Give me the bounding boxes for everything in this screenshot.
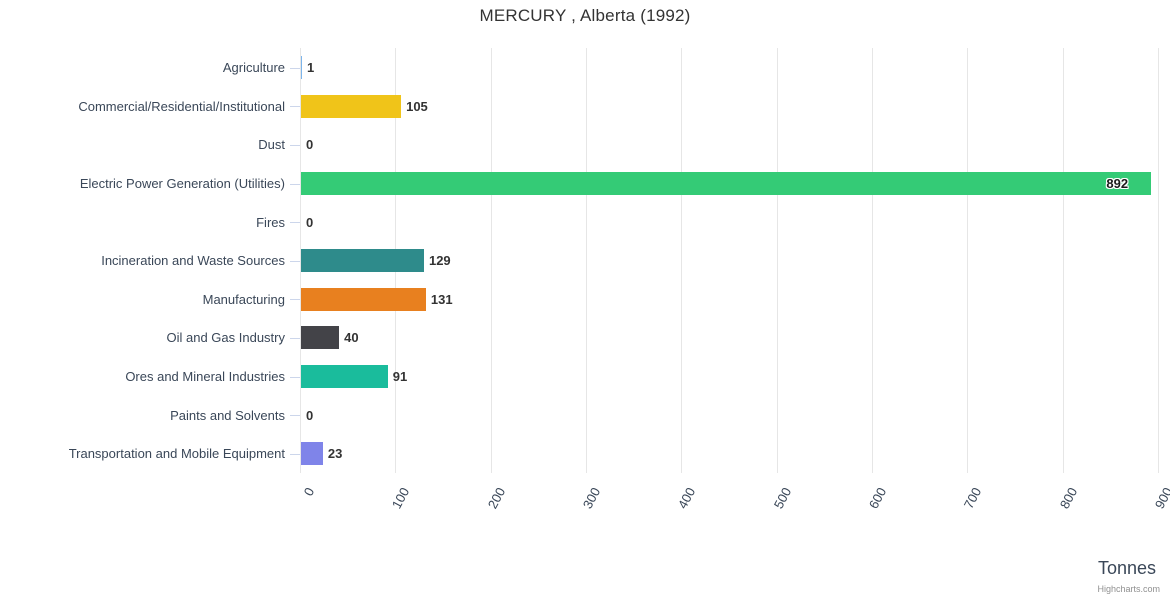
category-label: Manufacturing	[202, 291, 285, 307]
y-axis-tick	[290, 67, 300, 69]
chart-row: Transportation and Mobile Equipment 23	[0, 434, 1170, 473]
gridline	[872, 48, 873, 473]
chart-row: Agriculture 1	[0, 48, 1170, 87]
y-axis-tick	[290, 299, 300, 301]
bar[interactable]	[301, 56, 302, 79]
bar-value-label: 0	[306, 214, 314, 230]
category-label: Commercial/Residential/Institutional	[78, 98, 285, 114]
category-label: Oil and Gas Industry	[166, 330, 286, 346]
gridline	[967, 48, 969, 473]
category-label: Ores and Mineral Industries	[125, 369, 285, 385]
chart-row: Commercial/Residential/Institutional 105	[0, 87, 1170, 126]
bar[interactable]	[301, 94, 402, 118]
x-axis-tick-label: 400	[675, 485, 699, 512]
gridline	[300, 48, 301, 473]
gridline	[776, 48, 778, 473]
bar[interactable]	[301, 442, 323, 466]
highcharts-credits[interactable]: Highcharts.com	[1097, 584, 1160, 594]
bar[interactable]	[301, 326, 340, 350]
y-axis-tick	[290, 222, 300, 224]
x-axis-tick-label: 200	[484, 485, 508, 512]
bar-value-label: 105	[406, 98, 428, 114]
y-axis-tick	[290, 106, 300, 108]
gridline	[1158, 48, 1159, 473]
category-label: Paints and Solvents	[170, 407, 285, 423]
x-axis-tick-label: 300	[579, 485, 604, 512]
bar-value-label: 131	[430, 291, 453, 307]
y-axis-tick	[290, 338, 300, 340]
x-axis-tick-label: 900	[1151, 485, 1170, 512]
chart-title: MERCURY , Alberta (1992)	[479, 6, 691, 25]
chart-row: Fires 0	[0, 203, 1170, 242]
axis-title: Tonnes	[1097, 558, 1156, 578]
gridline	[490, 48, 492, 473]
chart-row: Ores and Mineral Industries 91	[0, 357, 1170, 396]
category-label: Transportation and Mobile Equipment	[68, 446, 285, 462]
bar-value-label: 40	[344, 330, 359, 346]
category-label: Fires	[256, 214, 285, 230]
x-axis-tick-label: 500	[770, 485, 794, 512]
bar[interactable]	[301, 287, 426, 311]
bar-value-label: 892	[1106, 175, 1129, 191]
chart-row: Oil and Gas Industry 40	[0, 318, 1170, 357]
y-axis-tick	[290, 260, 300, 262]
x-axis: 0 100 200 300 400 500 600 700 800 900	[300, 473, 1170, 511]
chart-row: Electric Power Generation (Utilities) 892	[0, 164, 1170, 203]
x-axis-tick-label: 700	[961, 485, 985, 512]
x-axis-tick-label: 800	[1056, 485, 1080, 512]
bar[interactable]	[301, 365, 388, 389]
bar-value-label: 0	[306, 137, 314, 153]
gridline	[1062, 48, 1064, 473]
y-axis-tick	[290, 144, 300, 146]
x-axis-tick-label: 600	[865, 485, 890, 512]
x-axis-tick-label: 0	[300, 485, 318, 499]
bar[interactable]	[301, 249, 424, 273]
bar-value-label: 129	[428, 253, 451, 269]
bar[interactable]	[301, 171, 1152, 195]
chart-row: Manufacturing 131	[0, 280, 1170, 319]
x-axis-tick-label: 100	[389, 485, 413, 512]
category-label: Electric Power Generation (Utilities)	[79, 175, 285, 191]
y-axis-tick	[290, 376, 300, 378]
category-label: Incineration and Waste Sources	[101, 253, 285, 269]
y-axis-tick	[290, 415, 300, 417]
gridline	[586, 48, 587, 473]
chart-row: Incineration and Waste Sources 129	[0, 241, 1170, 280]
category-label: Dust	[258, 137, 285, 153]
y-axis-tick	[290, 453, 300, 455]
chart-row: Paints and Solvents 0	[0, 396, 1170, 435]
category-label: Agriculture	[222, 60, 285, 75]
bar-value-label: 91	[392, 369, 408, 385]
y-axis-tick	[290, 183, 300, 185]
bar-value-label: 1	[306, 60, 315, 75]
chart-row: Dust 0	[0, 125, 1170, 164]
bar-value-label: 23	[327, 446, 343, 462]
gridline	[681, 48, 683, 473]
bar-value-label: 0	[306, 407, 314, 423]
